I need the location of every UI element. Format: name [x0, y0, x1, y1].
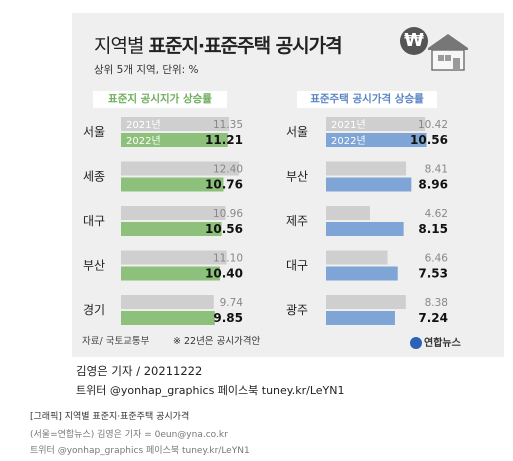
- land-bar-2021: [121, 206, 226, 220]
- land-bar-2022: [121, 266, 221, 281]
- housing-bar-2021: [326, 250, 388, 265]
- housing-bar-2022: [326, 266, 398, 281]
- land-bar-2021: [121, 250, 227, 265]
- housing-panel-title: 표준주택 공시가격 상승률: [297, 91, 437, 108]
- housing-bar-2022: [326, 222, 404, 236]
- caption-credit: (서울=연합뉴스) 김영은 기자 = 0eun@yna.co.kr: [30, 430, 228, 440]
- housing-category-label: 서울: [286, 125, 308, 139]
- land-value-label: 10.76: [205, 178, 243, 192]
- land-category-label: 세종: [83, 170, 105, 184]
- chart-title: 지역별 표준지·표준주택 공시가격: [94, 35, 343, 57]
- land-bar-2021: [121, 117, 230, 131]
- land-category-label: 경기: [83, 303, 105, 317]
- housing-category-label: 제주: [286, 214, 308, 228]
- land-category-label: 서울: [83, 125, 105, 139]
- housing-value-label: 10.42: [418, 119, 448, 131]
- land-category-label: 부산: [83, 259, 105, 273]
- byline: 김영은 기자 / 20211222: [76, 364, 203, 378]
- land-value-label: 9.85: [213, 311, 243, 325]
- housing-bar-2021: [326, 206, 370, 220]
- housing-value-label: 8.41: [425, 164, 448, 176]
- caption-social: 트위터 @yonhap_graphics 페이스북 tuney.kr/LeYN1: [30, 446, 250, 456]
- land-bar-2021: [121, 161, 240, 176]
- housing-category-label: 광주: [286, 303, 308, 317]
- land-value-label: 10.40: [205, 267, 243, 281]
- housing-value-label: 8.15: [418, 222, 448, 236]
- housing-series-label: 2022년: [331, 135, 366, 147]
- chart-subtitle: 상위 5개 지역, 단위: %: [94, 64, 199, 76]
- land-panel-title: 표준지 공시지가 상승률: [93, 91, 227, 108]
- land-bar-2022: [121, 177, 224, 192]
- land-value-label: 11.10: [213, 253, 243, 265]
- source-note: 자료/ 국토교통부: [82, 336, 150, 347]
- housing-series-label: 2021년: [331, 119, 366, 131]
- housing-bar-2022: [326, 177, 412, 192]
- land-series-label: 2021년: [126, 119, 161, 131]
- housing-bar-2022: [326, 133, 427, 147]
- won-coin-icon: ₩: [400, 27, 428, 55]
- housing-value-label: 8.96: [418, 178, 448, 192]
- house-icon: [428, 34, 468, 71]
- housing-category-label: 부산: [286, 170, 308, 184]
- land-value-label: 10.96: [213, 208, 243, 220]
- caption-title: [그래픽] 지역별 표준지·표준주택 공시가격: [30, 412, 190, 422]
- land-bar-2022: [121, 311, 215, 325]
- land-value-label: 11.35: [213, 119, 243, 131]
- footnote: ※ 22년은 공시가격안: [173, 336, 261, 347]
- housing-value-label: 7.53: [418, 267, 448, 281]
- land-category-label: 대구: [83, 214, 105, 228]
- yonhap-logo-mark-icon: [410, 337, 422, 349]
- social-links: 트위터 @yonhap_graphics 페이스북 tuney.kr/LeYN1: [76, 384, 345, 397]
- housing-value-label: 4.62: [425, 208, 448, 220]
- land-value-label: 9.74: [220, 297, 244, 309]
- land-series-label: 2022년: [126, 135, 161, 147]
- housing-bar-2021: [326, 295, 406, 309]
- housing-category-label: 대구: [286, 259, 308, 273]
- land-bar-2021: [121, 295, 214, 309]
- housing-value-label: 6.46: [425, 253, 449, 265]
- housing-value-label: 8.38: [425, 297, 448, 309]
- housing-bar-2021: [326, 161, 407, 176]
- land-value-label: 11.21: [205, 133, 243, 147]
- housing-bar-2021: [326, 117, 426, 131]
- land-value-label: 10.56: [205, 222, 243, 236]
- land-value-label: 12.40: [213, 164, 243, 176]
- land-bar-2022: [121, 133, 228, 147]
- land-bar-2022: [121, 222, 222, 236]
- yonhap-logo: 연합뉴스: [410, 334, 461, 349]
- housing-value-label: 7.24: [418, 311, 448, 325]
- housing-value-label: 10.56: [410, 133, 448, 147]
- housing-bar-2022: [326, 311, 395, 325]
